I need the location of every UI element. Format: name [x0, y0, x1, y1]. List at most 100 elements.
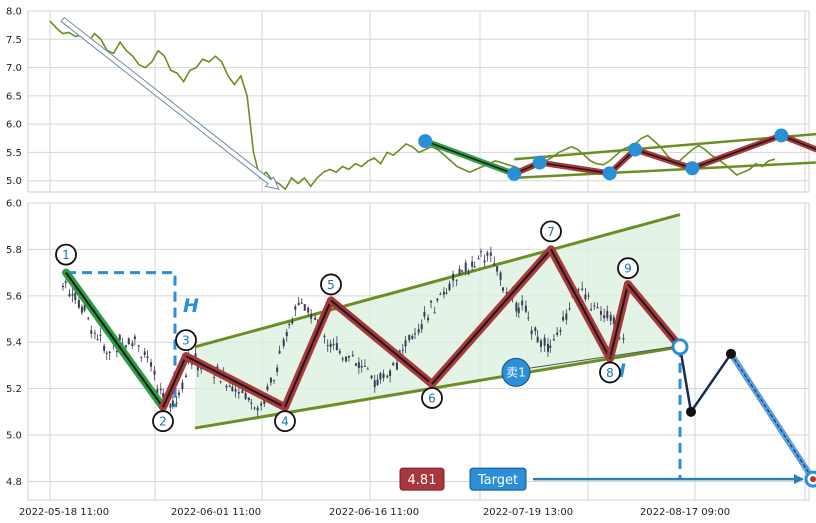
wave-core	[284, 300, 332, 408]
candle-body	[244, 392, 247, 399]
candle-body	[433, 312, 436, 314]
candle-body	[502, 287, 505, 291]
wave-label-circle	[274, 410, 296, 433]
candle-body	[370, 375, 373, 379]
candle-body	[175, 402, 178, 404]
channel-upper-line	[194, 213, 681, 349]
candle-body	[307, 307, 310, 313]
candle-body	[300, 302, 303, 304]
candle-body	[577, 289, 580, 291]
down-arrow	[60, 16, 280, 190]
candle-body	[536, 336, 539, 343]
candle-body	[448, 283, 451, 291]
candle-body	[411, 336, 414, 339]
candle-body	[581, 288, 584, 290]
candle-body	[587, 295, 590, 297]
target-label-box	[469, 467, 527, 491]
top-wave-dot	[685, 161, 700, 176]
candle-body	[366, 368, 369, 370]
target-point-dot	[810, 476, 816, 483]
candle-body	[395, 362, 398, 370]
wave-label: 7	[547, 225, 555, 239]
top-y-tick-label: 5.0	[6, 176, 22, 187]
candle-body	[382, 373, 385, 379]
candle-body	[420, 324, 423, 330]
candle-body	[169, 404, 172, 408]
wave-label-circle	[599, 361, 621, 384]
candle-body	[344, 356, 347, 362]
candle-body	[156, 389, 159, 394]
candle-body	[559, 330, 562, 332]
bottom-y-tick-label: 5.6	[6, 291, 22, 302]
candle-body	[609, 314, 612, 321]
x-tick-label: 2022-06-01 11:00	[171, 507, 261, 518]
candle-body	[266, 386, 269, 390]
wave-label: 4	[281, 415, 289, 429]
wave-core	[330, 299, 433, 385]
candle-body	[150, 362, 153, 367]
candle-body	[68, 293, 71, 297]
top-wave-dot	[507, 166, 522, 181]
candle-body	[338, 350, 341, 354]
candle-body	[288, 324, 291, 326]
wave-label: 8	[606, 366, 614, 380]
candle-body	[461, 270, 464, 272]
candle-body	[118, 334, 121, 341]
candle-body	[181, 382, 184, 389]
projection-leg-1	[678, 346, 693, 413]
wave-label-circle	[320, 273, 342, 296]
candle-body	[471, 261, 474, 267]
candle-body	[326, 345, 329, 347]
candle-body	[379, 373, 382, 380]
candle-body	[133, 336, 136, 340]
candle-body	[423, 311, 426, 317]
candle-body	[445, 292, 448, 294]
top-wave-core	[424, 140, 515, 175]
candle-body	[194, 353, 197, 359]
bottom-y-tick-label: 5.2	[6, 384, 22, 395]
candle-body	[351, 355, 354, 357]
candle-body	[241, 390, 244, 393]
top-wave-core	[692, 134, 782, 169]
candle-body	[543, 337, 546, 346]
candle-body	[87, 317, 90, 319]
candle-body	[115, 351, 118, 353]
wave-label: 1	[62, 248, 70, 262]
x-tick-label: 2022-06-16 11:00	[329, 507, 419, 518]
wave-label: 5	[327, 278, 335, 292]
candle-body	[171, 400, 174, 407]
candle-body	[534, 327, 537, 332]
candle-body	[524, 305, 527, 312]
candle-body	[263, 399, 266, 404]
candle-body	[71, 294, 74, 296]
candle-body	[389, 370, 392, 376]
candle-body	[618, 337, 621, 339]
candle-body	[260, 403, 263, 406]
top-wave-core	[634, 148, 693, 169]
top-y-tick-label: 5.5	[6, 148, 22, 159]
wave-label: 6	[428, 391, 436, 405]
candle-body	[105, 352, 108, 354]
candle-body	[93, 332, 96, 334]
sell-signal-bubble	[501, 357, 531, 387]
candle-body	[323, 335, 326, 338]
candle-body	[273, 379, 276, 381]
candle-body	[196, 364, 199, 371]
wave-label-circle	[152, 410, 174, 433]
wave-label-circle	[175, 329, 197, 352]
candle-body	[527, 317, 530, 319]
projection-point	[686, 406, 696, 417]
top-y-tick-label: 7.0	[6, 63, 22, 74]
sell-pointer	[527, 346, 674, 369]
candle-body	[190, 362, 193, 365]
candle-body	[162, 393, 165, 398]
candle-body	[131, 343, 134, 347]
candle-body	[285, 331, 288, 337]
wave-label-circle	[421, 387, 443, 409]
candle-body	[599, 311, 602, 315]
sell-point-marker	[671, 338, 689, 356]
candle-body	[363, 365, 366, 367]
candle-body	[436, 298, 439, 301]
candle-body	[354, 363, 357, 366]
